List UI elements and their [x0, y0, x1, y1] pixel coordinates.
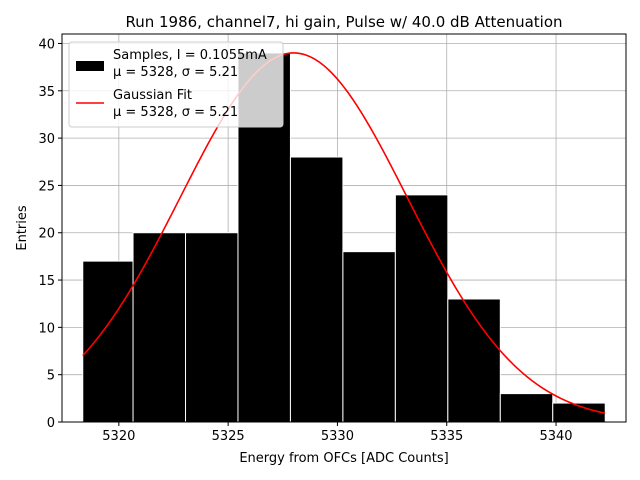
y-axis-label: Entries — [15, 205, 30, 251]
histogram-bar — [342, 251, 396, 423]
gaussian-fit-line — [82, 52, 606, 415]
legend-swatch-samples — [76, 61, 104, 71]
legend-box — [68, 41, 284, 128]
x-tick-label: 5335 — [430, 429, 463, 444]
y-tick-label: 25 — [38, 179, 55, 194]
histogram-bar — [447, 298, 501, 423]
x-tick-label: 5320 — [102, 429, 135, 444]
x-axis-ticks: 5320 5325 5330 5335 5340 — [102, 422, 573, 444]
y-tick-label: 15 — [38, 274, 55, 289]
legend-samples-label: Samples, I = 0.1055mA — [113, 48, 267, 63]
legend: Samples, I = 0.1055mA μ = 5328, σ = 5.21… — [68, 41, 284, 128]
x-axis-label: Energy from OFCs [ADC Counts] — [239, 451, 448, 466]
histogram-bar — [289, 156, 344, 423]
y-tick-label: 5 — [47, 369, 55, 384]
histogram-bars — [82, 52, 606, 423]
histogram-bar — [132, 232, 187, 423]
y-tick-label: 20 — [38, 227, 55, 242]
chart-title: Run 1986, channel7, hi gain, Pulse w/ 40… — [125, 13, 562, 31]
y-tick-label: 10 — [38, 321, 55, 336]
x-tick-label: 5330 — [321, 429, 354, 444]
x-tick-label: 5325 — [212, 429, 245, 444]
y-axis-ticks: 0 5 10 15 20 25 30 35 40 — [38, 37, 62, 431]
legend-fit-label: Gaussian Fit — [113, 88, 192, 103]
histogram-bar — [499, 393, 554, 423]
histogram-bar — [185, 232, 239, 423]
histogram-bar — [82, 260, 134, 423]
plot-frame — [61, 33, 627, 423]
x-tick-label: 5340 — [539, 429, 572, 444]
y-tick-label: 35 — [38, 85, 55, 100]
legend-samples-params: μ = 5328, σ = 5.21 — [113, 65, 238, 80]
legend-fit-params: μ = 5328, σ = 5.21 — [113, 105, 238, 120]
y-tick-label: 0 — [47, 416, 55, 431]
y-tick-label: 40 — [38, 37, 55, 52]
y-tick-label: 30 — [38, 132, 55, 147]
histogram-bar — [394, 194, 449, 423]
